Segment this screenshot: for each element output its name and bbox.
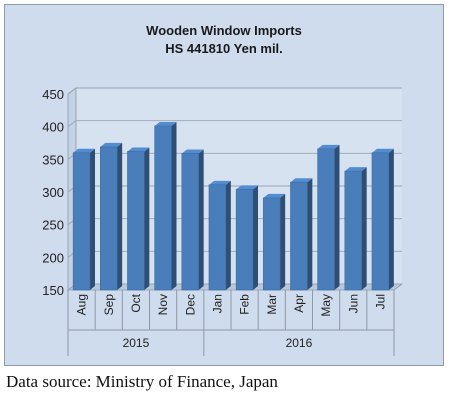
bar-top [100,142,123,147]
y-tick-label: 400 [42,120,64,135]
x-tick-label: Jun [346,294,360,313]
x-tick-label: Oct [129,293,143,312]
bar-top [290,178,313,183]
bar-side [117,142,123,290]
x-tick-label: Feb [238,294,252,315]
gridline [67,120,402,128]
bar-side [361,167,367,290]
bar-side [198,149,204,290]
bar [263,197,281,291]
gridline [67,87,402,95]
bar-top [127,147,150,152]
x-tick-label: Apr [292,294,306,313]
bar [317,148,335,291]
bar [235,189,254,291]
bar [100,146,118,291]
group-label: 2016 [286,336,313,350]
chart-title: Wooden Window Imports HS 441810 Yen mil. [4,22,444,58]
y-tick-label: 150 [42,283,64,298]
x-tick-label: Dec [183,294,197,315]
bar-side [280,193,286,290]
bar-side [225,180,231,290]
x-tick-label: Sep [102,294,116,316]
x-tick-label: May [319,294,333,317]
y-tick-label: 200 [42,250,64,265]
bar-side [90,148,96,290]
bar [72,152,91,291]
x-tick-label: Jul [373,294,387,309]
y-tick-label: 250 [42,218,64,233]
bar-top [208,180,231,185]
bar-top [317,144,340,149]
x-tick-label: Mar [265,294,279,315]
bar-side [388,148,394,290]
y-tick-label: 300 [42,185,64,200]
bar [127,151,145,291]
source-note: Data source: Ministry of Finance, Japan [6,372,278,391]
group-label: 2015 [123,336,150,350]
chart-title-line-1: Wooden Window Imports [146,23,302,38]
bar-side [171,122,177,290]
bar-side [253,185,259,290]
bar [208,184,227,291]
y-tick-label: 350 [42,152,64,167]
bar-top [371,148,394,153]
bar-top [344,167,367,172]
bar-top [263,193,286,198]
bar-top [154,122,177,127]
bar-side [144,147,150,290]
bar-top [73,148,96,153]
bar [154,125,172,291]
bar-side [334,144,340,290]
x-tick-label: Jan [210,294,224,313]
chart-title-line-2: HS 441810 Yen mil. [165,41,283,56]
bar-side [307,178,313,290]
bar [290,181,308,291]
bar [371,152,390,291]
bar-top [236,185,259,190]
bar [181,153,199,291]
bar-top [181,149,204,154]
x-tick-label: Aug [75,294,89,315]
bar-chart: 150 200 250 300 350 400 450 Aug Sep Oct Nov Dec Jan F… [42,87,404,356]
bar [344,170,362,291]
x-tick-label: Nov [156,294,170,315]
y-tick-label: 450 [42,87,64,102]
